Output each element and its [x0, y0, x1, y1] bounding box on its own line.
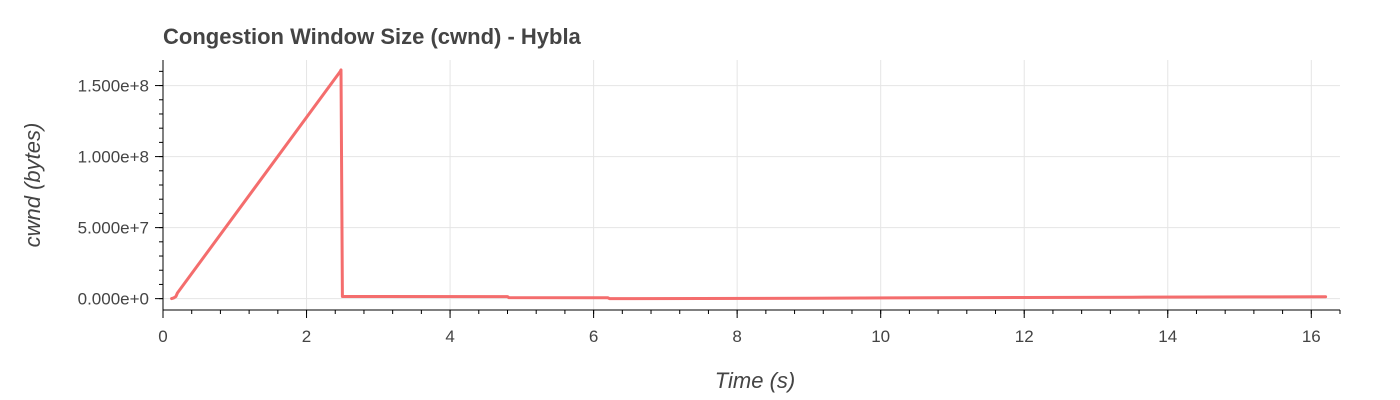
- y-tick-label: 0.000e+0: [78, 290, 149, 309]
- axes: [162, 60, 1340, 311]
- x-tick-label: 0: [158, 327, 167, 346]
- y-tick-label: 1.000e+8: [78, 148, 149, 167]
- x-tick-label: 14: [1158, 327, 1177, 346]
- x-tick-label: 10: [871, 327, 890, 346]
- x-tick-label: 4: [445, 327, 454, 346]
- grid: [162, 60, 1340, 310]
- y-tick-label: 5.000e+7: [78, 219, 149, 238]
- y-tick-label: 1.500e+8: [78, 77, 149, 96]
- y-axis-ticks: 0.000e+0 5.000e+7 1.000e+8 1.500e+8: [78, 70, 163, 309]
- x-axis-ticks: 0 2 4 6 8 10 12 14 16: [158, 310, 1341, 346]
- y-axis-label: cwnd (bytes): [20, 123, 45, 248]
- x-tick-label: 2: [302, 327, 311, 346]
- x-tick-label: 8: [732, 327, 741, 346]
- cwnd-series-line: [170, 68, 1328, 301]
- x-tick-label: 12: [1015, 327, 1034, 346]
- x-axis-label: Time (s): [715, 368, 795, 393]
- chart-title: Congestion Window Size (cwnd) - Hybla: [163, 24, 582, 49]
- plot-area: [170, 68, 1328, 301]
- x-tick-label: 6: [589, 327, 598, 346]
- x-tick-label: 16: [1302, 327, 1321, 346]
